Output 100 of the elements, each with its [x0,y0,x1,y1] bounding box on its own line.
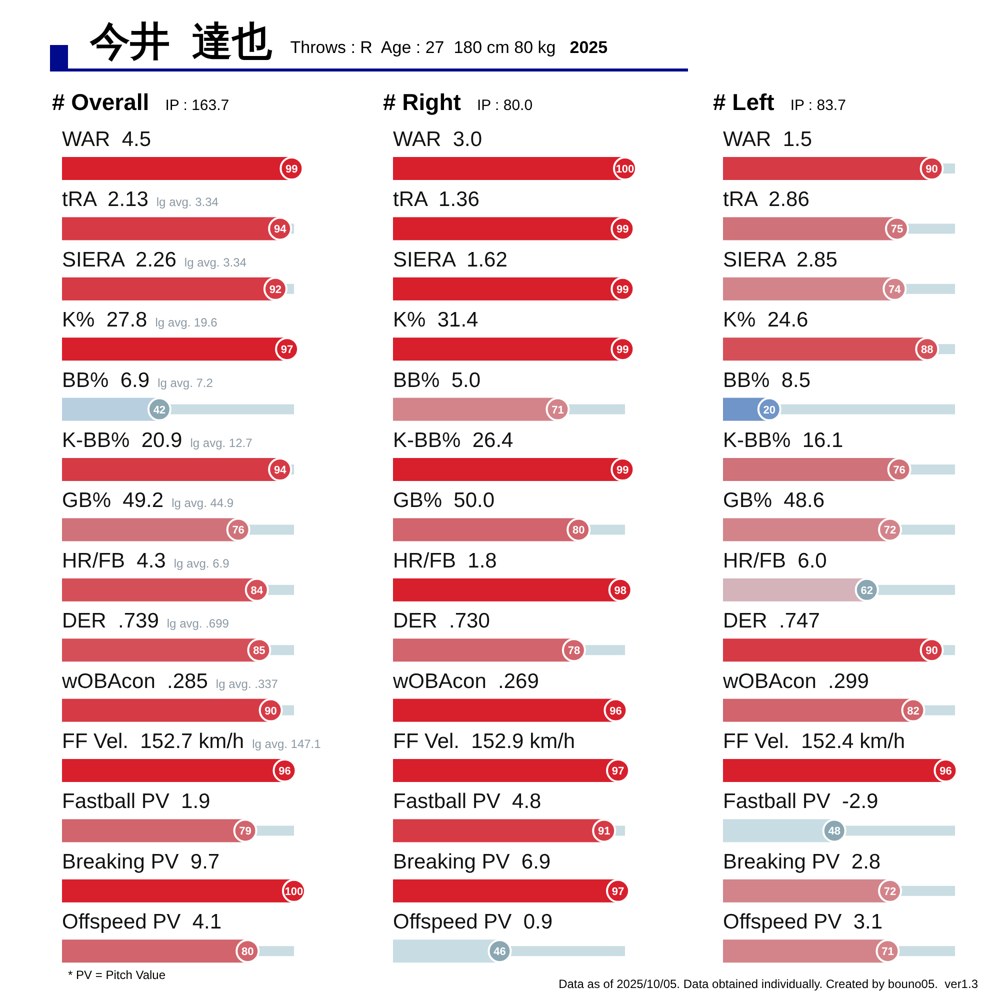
category-label: tRA 2.86 [723,188,810,212]
text: Data as of 2025/10/05. Data obtained individually. Created by bouno05. ver1.3 [558,977,978,991]
annotation: lg avg. 12.7 [190,436,253,450]
data-label: 85 [253,645,266,658]
category-label: HR/FB 4.3 [62,549,166,572]
data-label: 72 [884,886,896,898]
data-label: 80 [241,946,254,958]
category-label: K% 24.6 [723,308,808,332]
chart-subtitle: IP : 80.0 [476,97,533,114]
annotation: lg avg. .699 [166,616,230,631]
data-label: 99 [616,344,629,356]
data-label: 98 [614,584,626,597]
category-label: SIERA 2.26 [62,248,176,272]
category-label: K-BB% 16.1 [723,429,844,452]
data-label: 94 [274,464,288,476]
category-label: Breaking PV 9.7 [62,850,220,874]
data-label: 20 [763,404,776,416]
data-label: 100 [284,886,304,898]
category-label: K-BB% 26.4 [393,429,514,452]
data-label: 82 [907,705,920,718]
data-label: 97 [612,886,624,898]
category-label: HR/FB 6.0 [723,549,827,572]
annotation: lg avg. 6.9 [174,556,230,570]
data-label: 99 [286,164,298,176]
category-label: Breaking PV 2.8 [723,850,881,874]
category-label: K-BB% 20.9 [62,429,182,452]
category-label: GB% 49.2 [62,489,164,512]
data-label: 80 [572,524,585,537]
data-label: 78 [568,645,580,658]
data-label: 90 [264,705,277,718]
category-label: wOBAcon .269 [393,670,539,693]
data-label: 99 [616,224,629,236]
category-label: DER .730 [393,610,490,633]
data-label: 76 [232,524,244,537]
data-label: 71 [552,404,564,416]
data-label: 96 [610,705,622,718]
annotation: lg avg. 44.9 [172,496,234,510]
data-label: 96 [278,766,291,778]
category-label: WAR 3.0 [393,128,482,151]
category-label: FF Vel. 152.4 km/h [723,730,906,753]
category-label: BB% 5.0 [393,368,481,392]
category-label: K% 27.8 [62,308,148,332]
category-label: WAR 1.5 [723,128,812,151]
category-label: HR/FB 1.8 [393,549,497,572]
text: * PV = Pitch Value [68,968,166,982]
annotation: lg avg. 19.6 [155,316,218,330]
category-label: FF Vel. 152.7 km/h [62,730,244,753]
data-label: 71 [882,946,894,958]
category-label: SIERA 1.62 [393,248,508,272]
chart-title: # Left [713,89,775,115]
category-label: tRA 1.36 [393,188,480,212]
data-label: 100 [616,164,634,176]
data-label: 48 [828,826,840,838]
data-label: 46 [494,946,506,958]
category-label: DER .747 [723,610,820,633]
category-label: BB% 6.9 [62,368,150,392]
category-label: Offspeed PV 3.1 [723,910,883,934]
data-label: 76 [893,464,906,476]
data-label: 92 [269,284,282,296]
data-label: 90 [926,164,938,176]
header: 今井 達也 Throws : R Age : 27 180 cm 80 kg 2025 [50,20,688,72]
category-label: Offspeed PV 4.1 [62,910,222,934]
category-label: Fastball PV 4.8 [393,790,542,814]
chart-title: # Overall [52,89,150,115]
data-label: 42 [153,404,166,416]
category-label: Offspeed PV 0.9 [393,910,553,934]
annotation: lg avg. 7.2 [158,376,214,390]
data-label: 84 [250,584,264,597]
data-label: 99 [616,284,629,296]
data-label: 72 [884,524,896,537]
category-label: FF Vel. 152.9 km/h [393,730,576,753]
data-label: 99 [616,464,629,476]
data-label: 75 [890,224,904,236]
data-label: 94 [274,224,288,236]
data-label: 79 [239,826,252,838]
data-label: 88 [921,344,934,356]
category-label: Fastball PV -2.9 [723,790,878,814]
annotation: lg avg. 147.1 [252,737,322,751]
data-label: 90 [926,645,938,658]
category-label: tRA 2.13 [62,188,148,212]
category-label: K% 31.4 [393,308,478,332]
category-label: GB% 50.0 [393,489,495,512]
data-label: 96 [940,766,952,778]
category-label: WAR 4.5 [62,128,152,151]
data-label: 97 [280,344,294,356]
category-label: wOBAcon .285 [62,670,208,693]
chart-subtitle: IP : 163.7 [165,97,230,114]
data-label: 74 [888,284,902,296]
category-label: wOBAcon .299 [723,670,869,693]
category-label: Breaking PV 6.9 [393,850,551,874]
category-label: DER .739 [62,610,159,633]
category-label: Fastball PV 1.9 [62,790,210,814]
annotation: lg avg. 3.34 [184,255,247,270]
category-label: BB% 8.5 [723,368,811,392]
category-label: SIERA 2.85 [723,248,838,272]
data-label: 91 [598,826,610,838]
data-label: 97 [612,766,624,778]
category-label: GB% 48.6 [723,489,825,512]
data-label: 62 [860,584,873,597]
chart-title: # Right [383,89,462,115]
